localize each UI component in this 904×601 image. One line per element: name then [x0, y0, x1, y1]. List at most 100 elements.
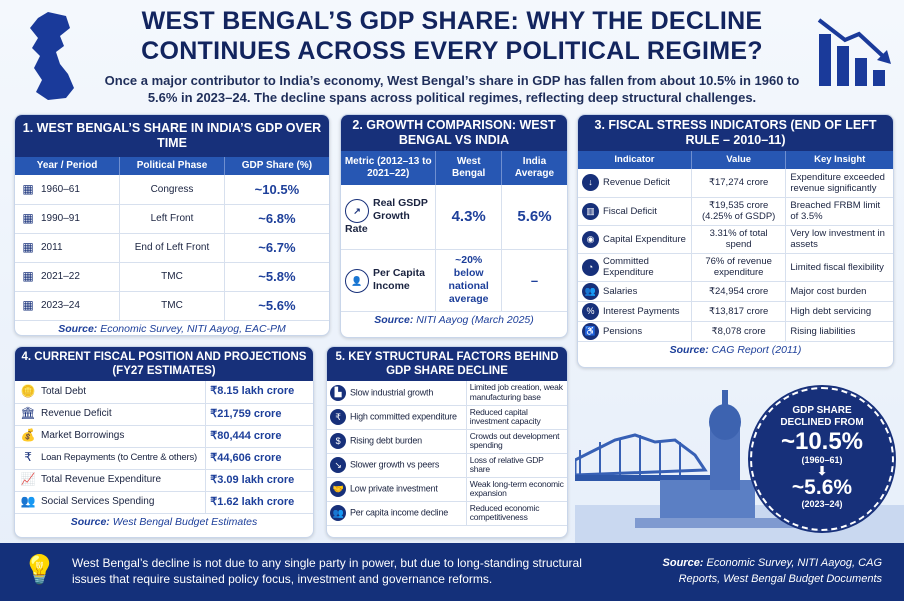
growth-comparison-panel: 2. GROWTH COMPARISON: WEST BENGAL VS IND…	[340, 114, 568, 338]
year: 2021–22	[41, 271, 80, 283]
indicator: Capital Expenditure	[603, 233, 686, 245]
gdp-share-table: Year / Period Political Phase GDP Share (%…	[15, 157, 329, 321]
insight: Expenditure exceeded revenue significant…	[785, 169, 893, 198]
panel-title: 4. CURRENT FISCAL POSITION AND PROJECTIO…	[15, 347, 313, 381]
callout-to-period: (2023–24)	[801, 499, 843, 509]
metric: Real GSDP Growth Rate	[345, 197, 428, 236]
insight: High debt servicing	[785, 301, 893, 322]
gdp-share-over-time-panel: 1. WEST BENGAL’S SHARE IN INDIA’S GDP OV…	[14, 114, 330, 336]
table-row: ▦ 2023–24 TMC ~5.6%	[15, 291, 329, 321]
column-header: Year / Period	[15, 157, 121, 175]
year: 1990–91	[41, 213, 80, 225]
source-text: Economic Survey, NITI Aayog, EAC-PM	[100, 322, 286, 335]
table-row: ◉ Capital Expenditure 3.31% of total spend…	[578, 225, 893, 254]
value: ₹3.09 lakh crore	[205, 469, 313, 492]
source-label: Source:	[374, 313, 414, 326]
effect: Weak long-term economic expansion	[466, 477, 567, 502]
panel-title: 5. KEY STRUCTURAL FACTORS BEHIND GDP SHA…	[327, 347, 567, 381]
table-row: ▦ 2011 End of Left Front ~6.7%	[15, 233, 329, 263]
source-label: Source:	[662, 557, 704, 569]
people-icon: 👥	[582, 282, 599, 300]
calendar-icon: ▦	[22, 239, 34, 254]
table-row: 📈 Total Revenue Expenditure ₹3.09 lakh cro…	[15, 469, 313, 492]
down-arrow-icon: ⬇	[816, 464, 828, 478]
down-arrow-icon: ↓	[582, 174, 599, 192]
fiscal-position-table: 🪙 Total Debt ₹8.15 lakh crore 🏛 Revenue Def…	[15, 381, 313, 514]
table-row: 🪙 Total Debt ₹8.15 lakh crore	[15, 381, 313, 404]
phase: TMC	[119, 291, 225, 321]
share: ~10.5%	[224, 175, 329, 205]
table-row: ₹ Loan Repayments (to Centre & others) ₹44…	[15, 447, 313, 470]
money-bag-icon: $	[330, 433, 346, 449]
table-row: ▥ Fiscal Deficit ₹19,535 crore (4.25% of G…	[578, 197, 893, 226]
indicator: Salaries	[603, 285, 638, 297]
footer-source: Source: Economic Survey, NITI Aayog, CAG…	[642, 555, 882, 587]
indicator: Fiscal Deficit	[603, 205, 657, 217]
growth-comparison-table: Metric (2012–13 to 2021–22) West Bengal In…	[341, 151, 567, 312]
table-row: 👥 Salaries ₹24,954 crore Major cost burden	[578, 281, 893, 302]
year: 2023–24	[41, 300, 80, 312]
insight: Major cost burden	[785, 281, 893, 302]
table-row: ₹ High committed expenditure Reduced capit…	[327, 405, 567, 430]
table-row: 👤 Per Capita Income ~20% below national av…	[341, 249, 567, 312]
source-note: Source: West Bengal Budget Estimates	[15, 514, 313, 531]
panel-title: 1. WEST BENGAL’S SHARE IN INDIA’S GDP OV…	[15, 115, 329, 157]
table-row: ▙ Slow industrial growth Limited job creat…	[327, 381, 567, 406]
insight: Breached FRBM limit of 3.5%	[785, 197, 893, 226]
item: Loan Repayments (to Centre & others)	[41, 452, 197, 464]
factor: Per capita income decline	[350, 507, 449, 518]
growth-chart-icon: 📈	[20, 472, 36, 487]
fiscal-position-panel: 4. CURRENT FISCAL POSITION AND PROJECTIO…	[14, 346, 314, 538]
factor: Slow industrial growth	[350, 387, 434, 398]
lightbulb-icon: 💡	[22, 554, 57, 585]
effect: Loss of relative GDP share	[466, 453, 567, 478]
insight: Rising liabilities	[785, 321, 893, 342]
west-bengal-value: 4.3%	[435, 185, 502, 250]
year: 1960–61	[41, 183, 80, 195]
item: Social Services Spending	[41, 496, 155, 508]
value: ₹19,535 crore (4.25% of GSDP)	[691, 197, 787, 226]
indicator: Revenue Deficit	[603, 177, 671, 189]
people-icon: 👥	[330, 505, 346, 521]
value: ₹24,954 crore	[691, 281, 787, 302]
table-row: ↗ Real GSDP Growth Rate 4.3% 5.6%	[341, 185, 567, 250]
source-note: Source: NITI Aayog (March 2025)	[341, 312, 567, 329]
factor: High committed expenditure	[350, 411, 457, 422]
west-bengal-value: ~20% below national average	[435, 249, 502, 312]
footer-banner: 💡 West Bengal’s decline is not due to an…	[0, 543, 904, 601]
value: 76% of revenue expenditure	[691, 253, 787, 282]
gdp-decline-callout: GDP SHARE DECLINED FROM ~10.5% (1960–61)…	[748, 385, 896, 533]
source-note: Source: CAG Report (2011)	[578, 342, 893, 359]
india-value: –	[501, 249, 567, 312]
column-header: West Bengal	[435, 151, 502, 185]
factor: Rising debt burden	[350, 435, 422, 446]
column-header: Value	[691, 151, 787, 169]
effect: Limited job creation, weak manufacturing…	[466, 381, 567, 406]
growth-chart-icon: ↗	[345, 199, 369, 224]
rupee-icon: ₹	[330, 409, 346, 425]
phase: Left Front	[119, 204, 225, 234]
column-header: India Average	[501, 151, 567, 185]
bank-icon: 🏛	[20, 406, 36, 421]
insight: Limited fiscal flexibility	[785, 253, 893, 282]
item: Market Borrowings	[41, 430, 125, 442]
callout-to-value: ~5.6%	[791, 476, 853, 499]
handshake-icon: 🤝	[330, 481, 346, 497]
factor: Slower growth vs peers	[350, 459, 440, 470]
source-text: Economic Survey, NITI Aayog, CAG Reports…	[678, 557, 882, 585]
column-header: Indicator	[578, 151, 692, 169]
table-row: 🤝 Low private investment Weak long-term ec…	[327, 477, 567, 502]
rupee-hand-icon: ₹	[24, 450, 32, 465]
table-row: 💰 Market Borrowings ₹80,444 crore	[15, 425, 313, 448]
coin-stack-icon: 🪙	[20, 384, 36, 399]
item: Total Debt	[41, 386, 87, 398]
value: ₹8,078 crore	[691, 321, 787, 342]
table-row: ▦ 1990–91 Left Front ~6.8%	[15, 204, 329, 234]
source-note: Source: Economic Survey, NITI Aayog, EAC…	[15, 321, 329, 336]
metric: Per Capita Income	[373, 267, 425, 292]
column-header: Political Phase	[119, 157, 225, 175]
year: 2011	[41, 242, 63, 254]
share: ~6.8%	[224, 204, 329, 234]
phase: TMC	[119, 262, 225, 292]
effect: Reduced capital investment capacity	[466, 405, 567, 430]
